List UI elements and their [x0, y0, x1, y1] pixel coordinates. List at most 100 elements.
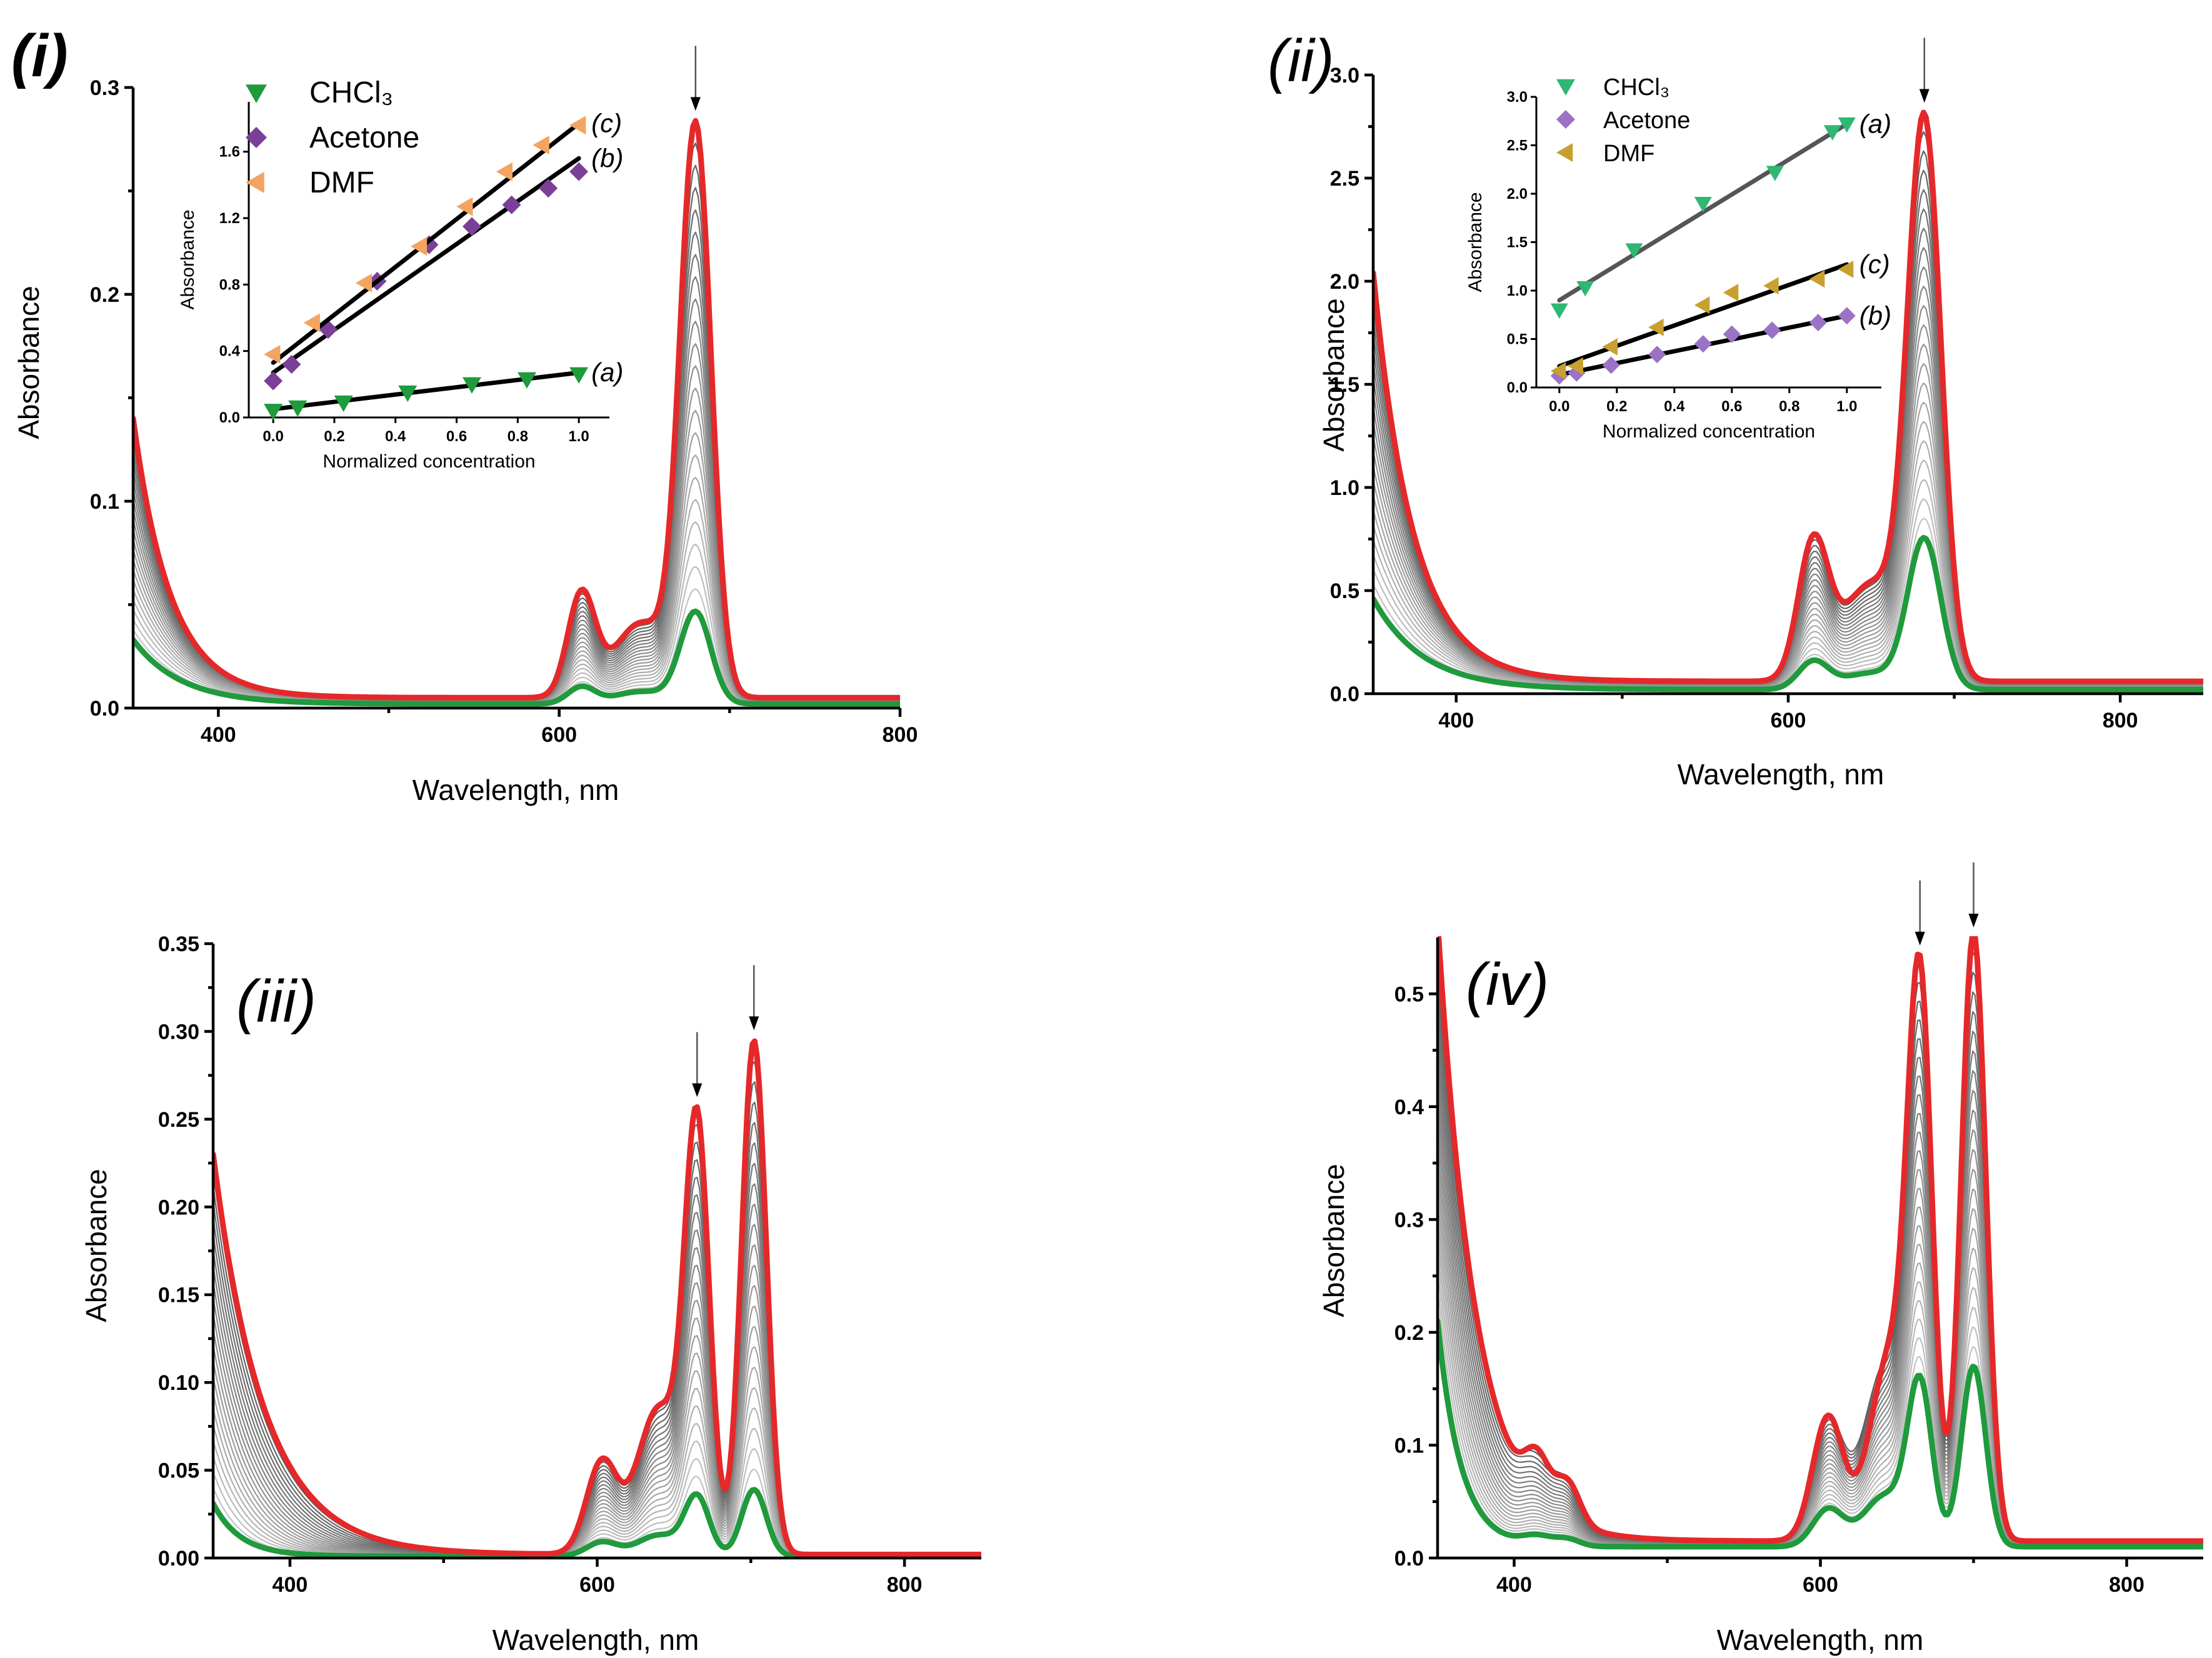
legend-marker: [1556, 110, 1575, 129]
legend-label: DMF: [1603, 141, 1654, 167]
inset-data-point: [1550, 303, 1568, 319]
panel-label: (iv): [1466, 951, 1549, 1018]
x-tick-label: 600: [541, 723, 577, 747]
x-tick-label: 400: [1496, 1573, 1532, 1597]
inset-data-point: [1550, 362, 1566, 380]
y-tick-label: 1.5: [1330, 373, 1359, 397]
inset-data-point: [539, 179, 558, 198]
inset-x-tick-label: 0.6: [1721, 398, 1742, 415]
inset-calibration-plot: 0.0 0.2 0.4 0.6 0.8 1.0 0.0 0.5 1.0 1.5 2.0 2.5 3.0 N…: [1465, 74, 1891, 442]
legend-marker: [246, 84, 267, 103]
inset-data-point: [355, 273, 373, 292]
y-tick-label: 0.3: [90, 76, 119, 100]
inset-data-point: [502, 195, 521, 214]
panel-iv: 400 600 800 0.0 0.1 0.2 0.3 0.4 0.5 Wavelength, …: [1318, 862, 2203, 1656]
inset-y-tick-label: 0.5: [1507, 331, 1528, 348]
inset-x-tick-label: 0.4: [385, 428, 406, 445]
inset-data-point: [1694, 335, 1712, 353]
panel-label: (ii): [1268, 27, 1334, 94]
inset-x-tick-label: 0.0: [1549, 398, 1569, 415]
inset-data-point: [533, 136, 549, 155]
legend-marker: [1556, 143, 1573, 162]
inset-data-point: [288, 400, 308, 417]
final-spectrum: [1438, 936, 2203, 1544]
inset-data-point: [1838, 260, 1854, 278]
inset-data-point: [410, 237, 428, 256]
final-spectrum: [1373, 109, 2203, 684]
inset-data-point: [1694, 197, 1712, 212]
peak-arrows: [690, 46, 701, 111]
x-axis-title: Wavelength, nm: [413, 774, 619, 806]
y-tick-label: 0.1: [90, 490, 119, 514]
inset-data-point: [334, 395, 353, 412]
inset-data-point: [398, 385, 418, 402]
inset-data-point: [1625, 243, 1643, 259]
y-tick-label: 2.5: [1330, 167, 1359, 191]
y-axis-title: Absorbance: [80, 1169, 113, 1322]
inset-data-point: [1602, 356, 1620, 374]
inset-data-point: [496, 162, 513, 181]
y-tick-label: 0.15: [158, 1284, 199, 1307]
inset-y-tick-label: 3.0: [1507, 89, 1528, 106]
inset-data-point: [1766, 166, 1784, 181]
y-tick-label: 0.2: [90, 283, 119, 307]
inset-data-point: [1838, 117, 1856, 133]
peak-arrow-head: [690, 97, 701, 111]
axes: 400 600 800 0.0 0.1 0.2 0.3: [90, 76, 918, 747]
peak-arrow-head: [749, 1016, 759, 1031]
spectra-curves: [133, 117, 900, 707]
inset-y-axis-title: Absorbance: [1465, 192, 1486, 292]
legend-marker: [1556, 79, 1575, 96]
inset-data-point: [1602, 337, 1618, 356]
inset-data-point: [1809, 270, 1825, 288]
initial-spectrum: [1373, 534, 2203, 692]
x-tick-label: 400: [201, 723, 236, 747]
inset-series-label: (b): [591, 143, 623, 172]
inset-x-axis-title: Normalized concentration: [1603, 421, 1815, 442]
legend-marker: [246, 172, 264, 193]
inset-data-point: [282, 354, 301, 374]
inset-series-label: (b): [1859, 301, 1891, 330]
y-tick-label: 0.25: [158, 1108, 199, 1132]
legend-label: Acetone: [309, 121, 419, 154]
inset-series-label: (c): [591, 109, 622, 138]
y-axis-title: Absorbance: [1318, 1164, 1350, 1317]
legend-label: CHCl₃: [309, 76, 393, 109]
peak-arrow-head: [692, 1083, 703, 1097]
inset-x-tick-label: 0.8: [508, 428, 528, 445]
legend-label: DMF: [309, 166, 374, 199]
panel-label: (iii): [236, 968, 316, 1035]
panel-iii: 400 600 800 0.00 0.05 0.10 0.15 0.20 0.25 0.30 0.3…: [80, 932, 981, 1656]
x-tick-label: 800: [2109, 1573, 2144, 1597]
x-tick-label: 400: [1438, 709, 1474, 732]
inset-data-point: [1723, 284, 1739, 302]
inset-y-tick-label: 1.0: [1507, 282, 1528, 299]
final-spectrum: [213, 1038, 981, 1557]
inset-x-tick-label: 1.0: [568, 428, 589, 445]
spectra-curves: [1438, 936, 2203, 1550]
inset-data-point: [1763, 321, 1781, 339]
inset-x-axis-title: Normalized concentration: [323, 451, 535, 472]
inset-series-label: (a): [1859, 109, 1891, 138]
inset-y-tick-label: 0.8: [219, 276, 240, 293]
inset-y-axis-title: Absorbance: [178, 209, 198, 309]
peak-arrows: [692, 965, 759, 1097]
inset-data-point: [569, 116, 586, 135]
inset-x-tick-label: 0.2: [1606, 398, 1627, 415]
panel-i: 400 600 800 0.0 0.1 0.2 0.3 Wavelength, nm Abs…: [11, 22, 918, 806]
inset-data-point: [569, 367, 589, 384]
y-tick-label: 2.0: [1330, 270, 1359, 294]
inset-data-point: [264, 345, 281, 364]
inset-calibration-plot: 0.0 0.2 0.4 0.6 0.8 1.0 0.0 0.4 0.8 1.2 1.6 Normali…: [178, 76, 623, 472]
legend-marker: [246, 127, 267, 148]
inset-x-tick-label: 0.6: [446, 428, 467, 445]
inset-data-point: [1648, 346, 1666, 364]
axes: 400 600 800 0.0 0.5 1.0 1.5 2.0 2.5 3.0: [1330, 64, 2203, 732]
inset-y-tick-label: 0.0: [219, 409, 240, 426]
inset-data-point: [1823, 125, 1841, 141]
y-tick-label: 3.0: [1330, 64, 1359, 87]
inset-data-point: [1763, 277, 1779, 295]
inset-y-tick-label: 0.0: [1507, 379, 1528, 396]
y-tick-label: 0.5: [1330, 579, 1359, 603]
